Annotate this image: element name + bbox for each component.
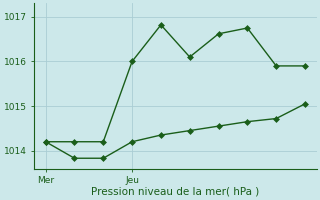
X-axis label: Pression niveau de la mer( hPa ): Pression niveau de la mer( hPa ) [91, 187, 260, 197]
